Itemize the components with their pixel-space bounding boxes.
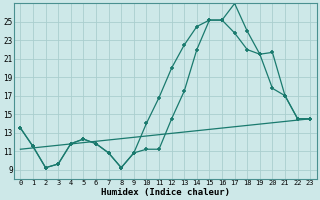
X-axis label: Humidex (Indice chaleur): Humidex (Indice chaleur)	[101, 188, 230, 197]
